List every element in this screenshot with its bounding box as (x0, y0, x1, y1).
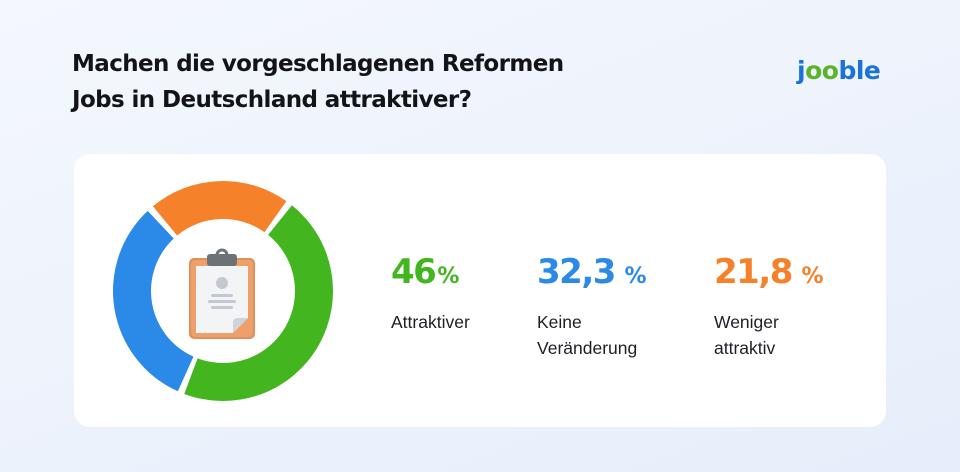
donut-segment-3 (152, 181, 287, 236)
result-card: 46% Attraktiver 32,3 % Keine Veränderung … (74, 154, 886, 427)
stat-value: 21,8 % (714, 252, 824, 297)
stat-weniger-attraktiv: 21,8 % Weniger attraktiv (714, 252, 824, 361)
stat-label-line: Attraktiver (391, 312, 470, 332)
donut-segments (113, 181, 334, 401)
logo-part-oo: oo (805, 56, 839, 85)
stat-label-line: attraktiv (714, 338, 776, 358)
page-title: Machen die vorgeschlagenen Reformen Jobs… (72, 46, 632, 118)
donut-segment-2 (113, 210, 194, 392)
stat-keine-veraenderung: 32,3 % Keine Veränderung (537, 252, 647, 361)
stat-label: Weniger attraktiv (714, 309, 824, 361)
donut-chart (113, 181, 334, 401)
stat-label-line: Weniger (714, 312, 779, 332)
title-line-2: Jobs in Deutschland attraktiver? (72, 87, 472, 113)
stat-unit: % (616, 264, 647, 289)
stat-number: 21,8 (714, 252, 793, 292)
stat-value: 32,3 % (537, 252, 647, 297)
title-line-1: Machen die vorgeschlagenen Reformen (72, 51, 564, 77)
stat-attraktiver: 46% Attraktiver (391, 252, 470, 335)
stat-label: Keine Veränderung (537, 309, 647, 361)
stat-number: 32,3 (537, 252, 616, 292)
logo-part-ble: ble (838, 56, 881, 85)
donut-segment-1 (184, 205, 334, 401)
stat-value: 46% (391, 252, 470, 297)
stat-number: 46 (391, 252, 437, 292)
stat-label: Attraktiver (391, 309, 470, 335)
logo-part-j: j (797, 56, 806, 85)
stat-label-line: Keine (537, 312, 582, 332)
stat-label-line: Veränderung (537, 338, 638, 358)
clipboard-document-icon (189, 248, 255, 339)
stat-unit: % (437, 264, 460, 289)
jooble-logo: jooble (797, 54, 881, 88)
stat-unit: % (793, 264, 824, 289)
